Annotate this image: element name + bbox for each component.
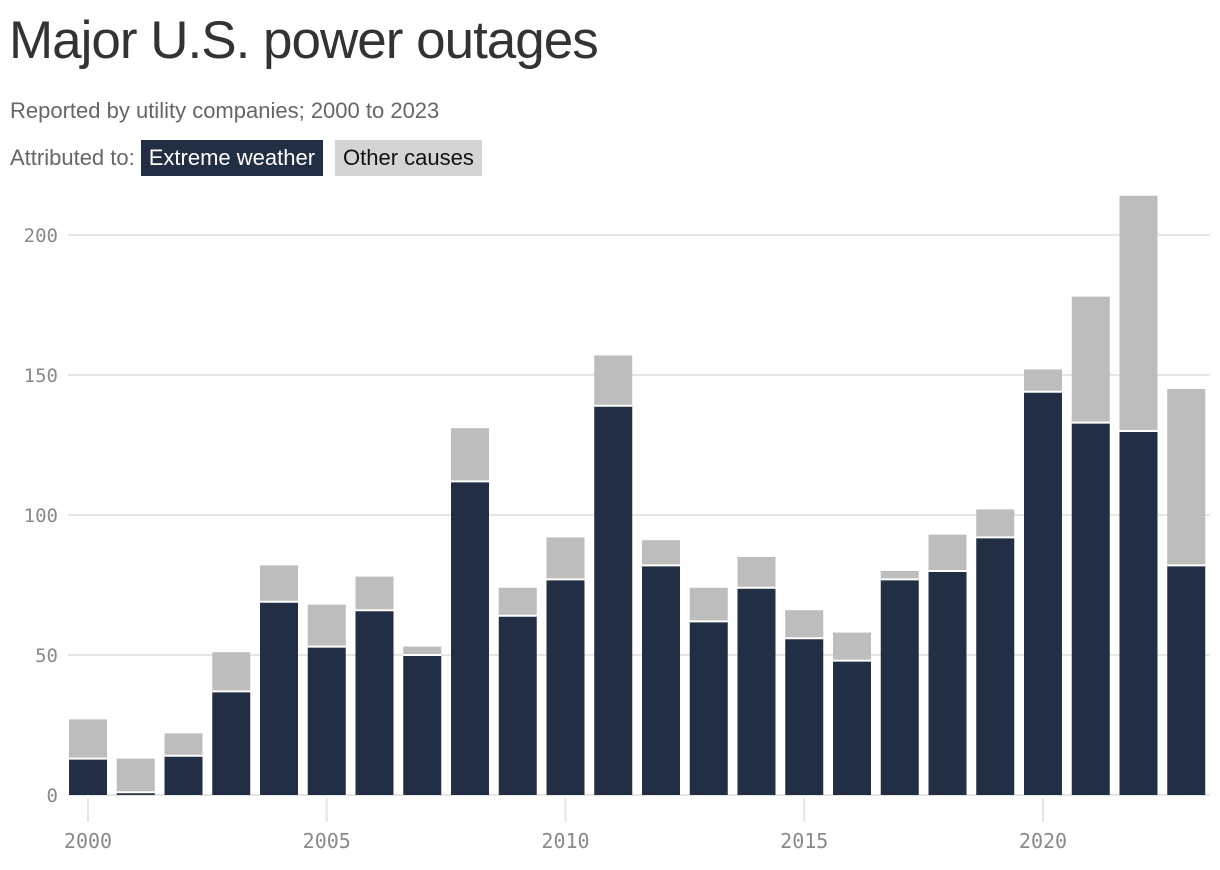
bar-segment-extreme-weather (594, 405, 633, 795)
bar-2012 (642, 540, 680, 795)
bar-segment-other-causes (1024, 369, 1062, 392)
bar-segment-other-causes (880, 571, 919, 580)
x-tick-label: 2020 (1019, 829, 1067, 853)
bar-2000 (69, 719, 107, 795)
bar-segment-other-causes (546, 537, 585, 580)
bar-segment-other-causes (260, 565, 298, 602)
bar-segment-other-causes (498, 587, 537, 616)
gridlines: 0 50 100 150 200 (24, 225, 1210, 807)
bar-2020 (1024, 369, 1062, 795)
bar-segment-extreme-weather (451, 481, 489, 795)
bars (69, 195, 1206, 795)
bar-segment-other-causes (212, 652, 251, 692)
bar-2015 (785, 610, 824, 795)
bar-segment-extreme-weather (69, 758, 107, 795)
bar-2009 (498, 587, 537, 795)
x-axis: 2000 2005 2010 2015 2020 (64, 798, 1067, 853)
bar-segment-other-causes (1119, 195, 1158, 431)
bar-segment-other-causes (1167, 389, 1206, 566)
bar-segment-other-causes (976, 509, 1015, 538)
bar-2005 (307, 604, 346, 795)
bar-segment-extreme-weather (1024, 391, 1062, 795)
bar-segment-extreme-weather (212, 691, 251, 795)
bar-2007 (403, 646, 442, 795)
bar-segment-other-causes (833, 632, 871, 661)
bar-segment-extreme-weather (1167, 565, 1206, 795)
bar-segment-extreme-weather (642, 565, 680, 795)
bar-segment-other-causes (116, 758, 155, 793)
legend: Attributed to: Extreme weather Other cau… (10, 140, 494, 176)
bar-2018 (928, 534, 967, 795)
legend-item-other-causes: Other causes (335, 140, 482, 176)
bar-2019 (976, 509, 1015, 795)
bar-segment-extreme-weather (928, 571, 967, 795)
bar-2010 (546, 537, 585, 795)
bar-segment-extreme-weather (355, 610, 394, 795)
bar-segment-other-causes (928, 534, 967, 571)
bar-2006 (355, 576, 394, 795)
bar-segment-extreme-weather (785, 638, 824, 795)
y-tick-label: 200 (24, 225, 58, 247)
bar-segment-extreme-weather (976, 537, 1015, 795)
bar-segment-extreme-weather (116, 792, 155, 795)
bar-segment-other-causes (737, 557, 776, 588)
y-tick-label: 0 (47, 785, 58, 807)
y-tick-label: 100 (24, 505, 58, 527)
bar-2017 (880, 571, 919, 795)
bar-segment-other-causes (451, 428, 489, 482)
x-tick-label: 2010 (541, 829, 589, 853)
bar-segment-extreme-weather (260, 601, 298, 795)
bar-2001 (116, 758, 155, 795)
x-tick-label: 2015 (780, 829, 828, 853)
bar-segment-extreme-weather (546, 579, 585, 795)
bar-segment-extreme-weather (498, 615, 537, 795)
bar-2011 (594, 355, 633, 795)
bar-2014 (737, 557, 776, 795)
bar-2023 (1167, 389, 1206, 795)
bar-segment-extreme-weather (737, 587, 776, 795)
bar-2003 (212, 652, 251, 795)
bar-segment-other-causes (403, 646, 442, 655)
y-tick-label: 50 (35, 645, 58, 667)
bar-segment-extreme-weather (689, 621, 728, 795)
bar-segment-other-causes (689, 587, 728, 622)
legend-label: Attributed to: (10, 145, 135, 170)
x-tick-label: 2000 (64, 829, 112, 853)
bar-2013 (689, 587, 728, 795)
bar-segment-other-causes (355, 576, 394, 611)
bar-segment-extreme-weather (880, 579, 919, 795)
bar-segment-other-causes (164, 733, 203, 756)
bar-2016 (833, 632, 871, 795)
bar-segment-other-causes (69, 719, 107, 759)
bar-segment-other-causes (594, 355, 633, 406)
bar-segment-extreme-weather (1119, 431, 1158, 795)
bar-segment-extreme-weather (307, 646, 346, 795)
bar-2004 (260, 565, 298, 795)
bar-2022 (1119, 195, 1158, 795)
y-tick-label: 150 (24, 365, 58, 387)
bar-2002 (164, 733, 203, 795)
bar-segment-extreme-weather (833, 660, 871, 795)
bar-segment-other-causes (1071, 296, 1110, 423)
bar-segment-extreme-weather (164, 755, 203, 795)
bar-segment-other-causes (307, 604, 346, 647)
legend-item-extreme-weather: Extreme weather (140, 140, 324, 176)
bar-segment-other-causes (642, 540, 680, 566)
x-tick-label: 2005 (303, 829, 351, 853)
bar-segment-extreme-weather (403, 655, 442, 795)
bar-2008 (451, 428, 489, 795)
chart-title: Major U.S. power outages (9, 11, 599, 70)
bar-2021 (1071, 296, 1110, 795)
bar-segment-extreme-weather (1071, 422, 1110, 795)
bar-segment-other-causes (785, 610, 824, 639)
chart-subtitle: Reported by utility companies; 2000 to 2… (10, 98, 440, 123)
